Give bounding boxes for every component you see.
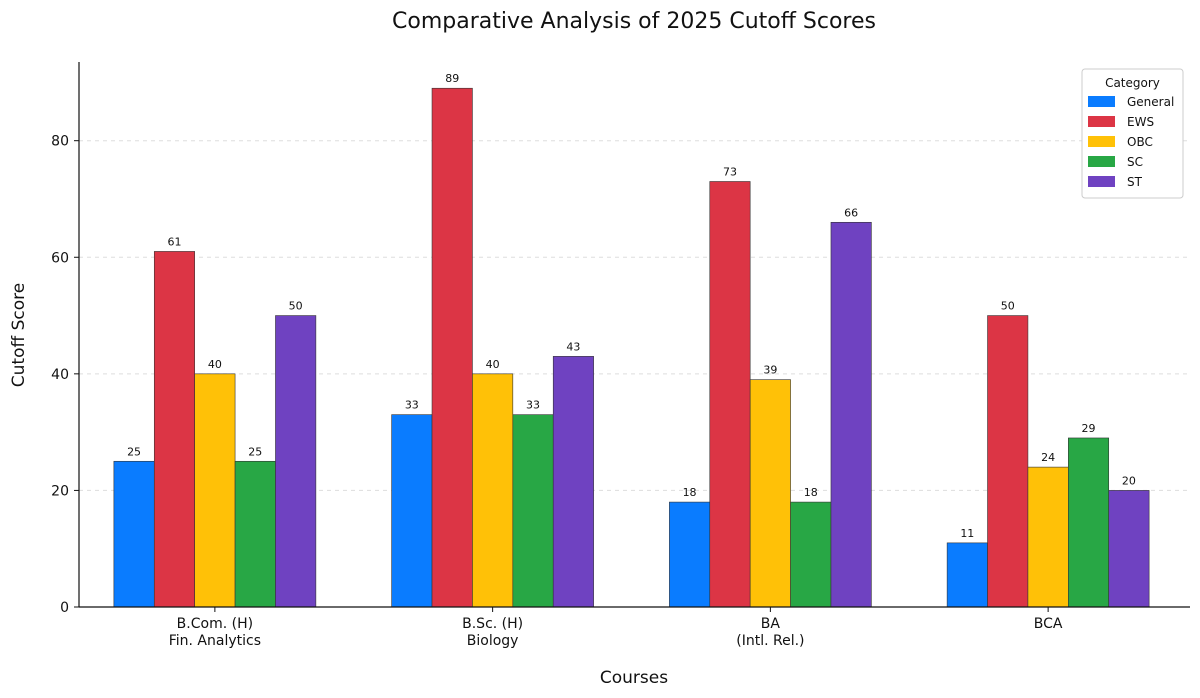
bar-value-label: 43	[566, 340, 580, 353]
x-tick-label: Fin. Analytics	[169, 633, 261, 649]
bar-ews-0	[153, 251, 195, 608]
legend-label-sc: SC	[1127, 155, 1143, 169]
legend-swatch-obc	[1088, 136, 1115, 147]
y-axis-label: Cutoff Score	[9, 283, 29, 387]
x-tick-label: BCA	[1034, 616, 1063, 632]
bar-value-label: 40	[208, 358, 222, 371]
bar-obc-1	[472, 373, 514, 608]
bar-sc-3	[1068, 437, 1110, 608]
legend-label-general: General	[1127, 95, 1174, 109]
bar-value-label: 61	[167, 235, 181, 248]
y-tick-label: 60	[51, 250, 69, 266]
y-tick-label: 20	[51, 483, 69, 499]
bar-st-2	[830, 221, 872, 608]
x-ticks: B.Com. (H)Fin. Analytics B.Sc. (H)Biology…	[169, 607, 1063, 649]
legend-swatch-st	[1088, 176, 1115, 187]
bar-value-label: 33	[526, 399, 540, 412]
legend: Category General EWS OBC SC ST	[1081, 68, 1184, 199]
bar-value-label: 73	[723, 165, 737, 178]
bar-value-label: 18	[683, 486, 697, 499]
bar-value-label: 25	[127, 445, 141, 458]
bar-sc-0	[234, 460, 276, 608]
bars: 25 33 18 11 61 89 73 50 40 40 39 24 25 33 18 29 50 43 66 20	[113, 72, 1150, 608]
bar-general-1	[391, 414, 433, 608]
bar-sc-2	[790, 501, 832, 608]
x-tick-label: B.Sc. (H)	[462, 616, 523, 632]
legend-swatch-general	[1088, 96, 1115, 107]
legend-swatch-sc	[1088, 156, 1115, 167]
bar-value-label: 11	[960, 527, 974, 540]
bar-st-0	[275, 315, 317, 608]
y-tick-label: 40	[51, 367, 69, 383]
bar-general-0	[113, 460, 155, 608]
legend-title: Category	[1105, 76, 1160, 90]
bar-general-2	[669, 501, 711, 608]
bar-st-1	[552, 356, 594, 608]
x-tick-label: B.Com. (H)	[177, 616, 253, 632]
bar-value-label: 33	[405, 399, 419, 412]
bar-value-label: 29	[1082, 422, 1096, 435]
legend-label-obc: OBC	[1127, 135, 1153, 149]
legend-swatch-ews	[1088, 116, 1115, 127]
bar-value-label: 20	[1122, 474, 1136, 487]
bar-obc-2	[749, 379, 791, 608]
bar-value-label: 40	[486, 358, 500, 371]
x-tick-label: (Intl. Rel.)	[736, 633, 804, 649]
x-tick-label: Biology	[467, 633, 519, 649]
bar-obc-0	[194, 373, 236, 608]
bar-ews-3	[987, 315, 1029, 608]
bar-sc-1	[512, 414, 554, 608]
x-tick-label: BA	[761, 616, 781, 632]
legend-label-ews: EWS	[1127, 115, 1154, 129]
bar-obc-3	[1027, 466, 1069, 608]
y-tick-label: 80	[51, 134, 69, 150]
x-axis-label: Courses	[600, 668, 668, 688]
bar-value-label: 66	[844, 206, 858, 219]
bar-ews-2	[709, 181, 751, 608]
bar-value-label: 25	[248, 445, 262, 458]
bar-value-label: 50	[1001, 300, 1015, 313]
chart-title: Comparative Analysis of 2025 Cutoff Scor…	[392, 9, 876, 34]
bar-value-label: 50	[289, 300, 303, 313]
bar-value-label: 89	[445, 72, 459, 85]
axes	[78, 62, 1190, 608]
legend-label-st: ST	[1127, 175, 1143, 189]
y-ticks: 0 20 40 60 80	[51, 134, 79, 616]
bar-value-label: 18	[804, 486, 818, 499]
bar-st-3	[1108, 490, 1150, 608]
bar-value-label: 39	[763, 364, 777, 377]
bar-general-3	[946, 542, 988, 608]
y-tick-label: 0	[60, 600, 69, 616]
bar-ews-1	[431, 87, 473, 608]
bar-value-label: 24	[1041, 451, 1055, 464]
